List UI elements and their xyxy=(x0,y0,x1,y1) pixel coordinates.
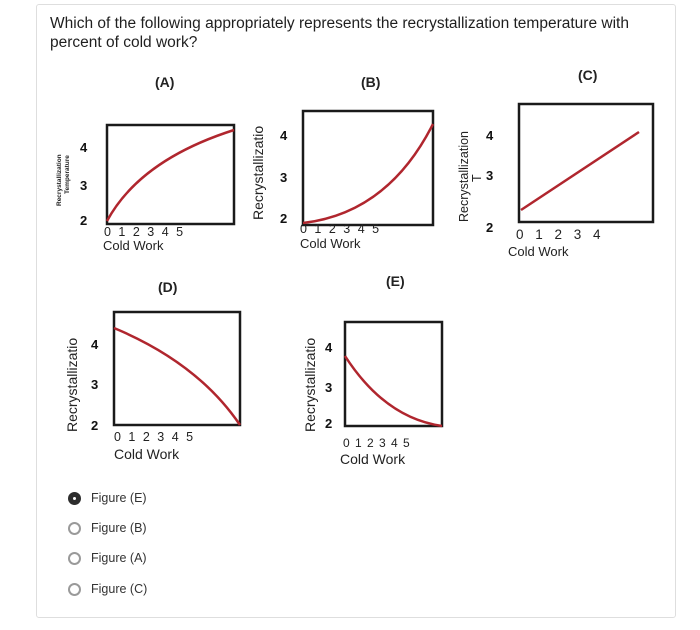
panel-d-curve xyxy=(113,326,242,426)
panel-a-frame xyxy=(105,123,236,226)
panel-b-ytick-4: 4 xyxy=(280,128,288,143)
panel-d-frame xyxy=(112,310,242,427)
panel-b-ylabel: Recrystallizatio xyxy=(250,125,266,220)
panel-a-ylabel: Recrystallization Temperature xyxy=(56,154,71,206)
panel-d-ytick-4: 4 xyxy=(91,337,99,352)
panel-a-ytick-4: 4 xyxy=(80,140,88,155)
panel-c-curve xyxy=(520,130,640,212)
panel-c-ytick-2: 2 xyxy=(486,220,494,235)
panel-b-ytick-2: 2 xyxy=(280,211,288,226)
panel-d-ytick-2: 2 xyxy=(91,418,99,433)
radio-icon[interactable] xyxy=(68,551,81,565)
panel-e-xlabel: Cold Work xyxy=(340,451,406,467)
panel-c-frame xyxy=(517,102,655,224)
panel-a-curve xyxy=(105,128,235,222)
panel-c-ytick-4: 4 xyxy=(486,128,494,143)
option-figure-e[interactable]: Figure (E) xyxy=(68,487,147,509)
panel-b-frame xyxy=(301,109,435,227)
panel-e-curve xyxy=(343,355,443,428)
option-figure-a[interactable]: Figure (A) xyxy=(68,547,147,569)
panel-b-ytick-3: 3 xyxy=(280,170,288,185)
panel-e-frame xyxy=(343,320,444,428)
panel-e-plot xyxy=(343,320,444,428)
panel-c-xticks: 0 1 2 3 4 xyxy=(516,227,605,242)
panel-c-xlabel: Cold Work xyxy=(508,244,569,259)
panel-b-curve xyxy=(302,123,435,225)
panel-d-label: (D) xyxy=(158,279,178,295)
panel-c-ytick-3: 3 xyxy=(486,168,494,183)
panel-e-xticks: 0 1 2 3 4 5 xyxy=(343,436,411,450)
option-figure-c[interactable]: Figure (C) xyxy=(68,578,147,600)
panel-b-label: (B) xyxy=(361,74,381,90)
panel-b-plot xyxy=(301,109,435,227)
panel-a-xticks: 0 1 2 3 4 5 xyxy=(104,225,186,239)
panel-d-ytick-3: 3 xyxy=(91,377,99,392)
panel-e-ytick-3: 3 xyxy=(325,380,333,395)
panel-d-xticks: 0 1 2 3 4 5 xyxy=(114,430,196,444)
panel-e-ytick-2: 2 xyxy=(325,416,333,431)
option-label: Figure (B) xyxy=(91,521,147,535)
radio-icon[interactable] xyxy=(68,582,81,596)
panel-c-label: (C) xyxy=(578,67,598,83)
panel-d-plot xyxy=(112,310,242,427)
question-text: Which of the following appropriately rep… xyxy=(50,15,629,51)
panel-c-ylabel: Recrystallization T xyxy=(457,130,484,222)
panel-c-plot xyxy=(517,102,655,224)
panel-a-label: (A) xyxy=(155,74,175,90)
panel-a-plot xyxy=(105,123,236,226)
panel-a-ytick-3: 3 xyxy=(80,178,88,193)
panel-e-ytick-4: 4 xyxy=(325,340,333,355)
radio-selected-icon[interactable] xyxy=(68,491,81,505)
option-label: Figure (A) xyxy=(91,551,147,565)
option-label: Figure (C) xyxy=(91,582,148,596)
radio-icon[interactable] xyxy=(68,521,81,535)
panel-b-xlabel: Cold Work xyxy=(300,236,361,251)
panel-a-xlabel: Cold Work xyxy=(103,238,164,253)
panel-d-xlabel: Cold Work xyxy=(114,446,180,462)
panel-e-label: (E) xyxy=(386,273,405,289)
panel-a-ytick-2: 2 xyxy=(80,213,88,228)
panel-e-ylabel: Recrystallizatio xyxy=(302,337,318,432)
panel-b-xticks: 0 1 2 3 4 5 xyxy=(300,222,382,236)
panel-d-ylabel: Recrystallizatio xyxy=(64,337,80,432)
option-label: Figure (E) xyxy=(91,491,147,505)
option-figure-b[interactable]: Figure (B) xyxy=(68,517,147,539)
